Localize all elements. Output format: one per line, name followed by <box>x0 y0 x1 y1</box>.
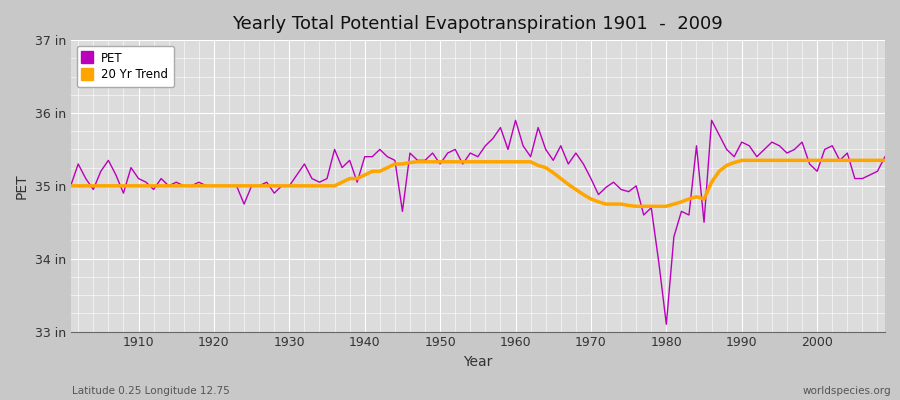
Text: Latitude 0.25 Longitude 12.75: Latitude 0.25 Longitude 12.75 <box>72 386 230 396</box>
X-axis label: Year: Year <box>464 355 492 369</box>
Title: Yearly Total Potential Evapotranspiration 1901  -  2009: Yearly Total Potential Evapotranspiratio… <box>232 15 724 33</box>
Y-axis label: PET: PET <box>15 173 29 199</box>
Legend: PET, 20 Yr Trend: PET, 20 Yr Trend <box>76 46 175 87</box>
Text: worldspecies.org: worldspecies.org <box>803 386 891 396</box>
